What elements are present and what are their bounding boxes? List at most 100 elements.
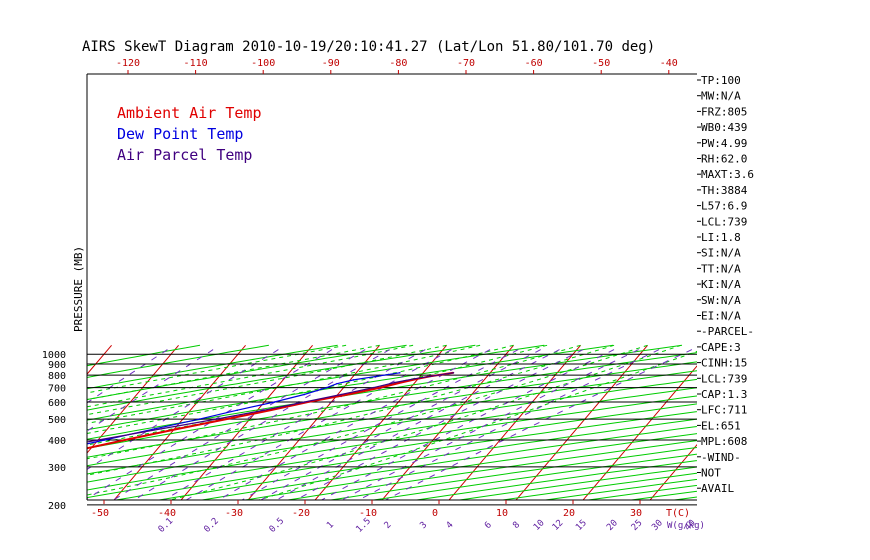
dry-adiabat-line	[87, 378, 697, 475]
bottom-temp-unit: T(C)	[666, 508, 690, 519]
moist-adiabat-line	[87, 344, 481, 424]
moist-adiabat-line	[87, 344, 414, 408]
mixing-ratio-line	[241, 349, 519, 500]
chart-title: AIRS SkewT Diagram 2010-10-19/20:10:41.2…	[82, 39, 655, 55]
air-parcel-temp-point	[340, 393, 342, 396]
index-entry: -WIND-	[701, 451, 741, 464]
pressure-tick-label: 1000	[42, 350, 66, 361]
index-entry: CAPE:3	[701, 341, 741, 354]
mixing-ratio-line	[357, 349, 660, 500]
dew-point-temp-point	[236, 409, 239, 412]
bottom-temp-tick-label: -50	[91, 508, 109, 519]
isotherm-line	[180, 344, 313, 500]
mixing-ratio-label: 0.5	[268, 516, 287, 535]
isotherm-line	[582, 365, 697, 500]
index-entry: TH:3884	[701, 184, 748, 197]
ambient-air-temp-point	[379, 386, 382, 389]
ambient-air-temp-point	[347, 393, 349, 396]
air-parcel-temp-point	[215, 418, 218, 420]
top-temp-tick-label: -80	[389, 58, 407, 69]
y-axis-label: PRESSURE (MB)	[72, 246, 85, 332]
air-parcel-temp-point	[429, 375, 432, 378]
top-temp-tick-label: -50	[592, 58, 610, 69]
dew-point-temp-point	[375, 375, 378, 378]
index-entry: EL:651	[701, 419, 741, 432]
pressure-tick-label: 500	[48, 415, 66, 426]
mixing-ratio-line	[87, 349, 168, 404]
ambient-air-temp-point	[124, 439, 126, 441]
index-entry: L57:6.9	[701, 200, 747, 213]
index-entry: KI:N/A	[701, 278, 741, 291]
mixing-ratio-label: 8	[511, 520, 522, 531]
index-entry: TT:N/A	[701, 262, 741, 275]
index-entry: TP:100	[701, 74, 741, 87]
mixing-ratio-label: 3	[418, 520, 429, 531]
grid-lines	[87, 344, 697, 500]
air-parcel-temp-point	[303, 401, 306, 403]
legend-air-parcel-temp: Air Parcel Temp	[117, 146, 252, 164]
mixing-ratio-label: 2	[383, 520, 394, 531]
bottom-temp-tick-label: 20	[563, 508, 575, 519]
dew-point-temp-point	[303, 393, 306, 396]
dry-adiabat-line	[87, 395, 697, 491]
dry-adiabat-line	[499, 472, 697, 500]
ambient-air-temp-line	[87, 371, 454, 450]
moist-adiabat-line	[87, 344, 347, 394]
mixing-ratio-label: 6	[483, 520, 494, 531]
dry-adiabat-line	[87, 344, 201, 367]
dry-adiabat-line	[87, 344, 269, 378]
dew-point-temp-point	[104, 439, 106, 441]
mixing-ratio-unit: W(g/kg)	[667, 521, 705, 531]
ambient-air-temp-point	[270, 409, 272, 412]
air-parcel-temp-point	[263, 409, 265, 412]
mixing-ratio-label: 4	[445, 520, 456, 531]
index-entry: RH:62.0	[701, 153, 747, 166]
mixing-ratio-line	[275, 349, 560, 500]
mixing-ratio-line	[320, 349, 615, 500]
top-temp-tick-label: -120	[116, 58, 140, 69]
pressure-tick-label: 600	[48, 398, 66, 409]
dry-adiabat-line	[87, 344, 476, 411]
moist-adiabat-line	[87, 344, 648, 496]
top-temp-tick-label: -40	[660, 58, 678, 69]
dry-adiabat-line	[542, 478, 697, 500]
isotherm-line	[113, 344, 246, 500]
legend-ambient-air-temp: Ambient Air Temp	[117, 104, 262, 122]
dry-adiabat-line	[87, 344, 407, 401]
ambient-air-temp-point	[177, 428, 179, 430]
air-parcel-temp-line	[87, 372, 454, 443]
dry-adiabat-line	[87, 344, 614, 431]
mixing-ratio-label: 1.5	[354, 516, 373, 535]
moist-adiabat-line	[257, 350, 697, 500]
index-entry: LI:1.8	[701, 231, 741, 244]
dew-point-temp-point	[198, 418, 201, 420]
dew-point-temp-point	[47, 452, 49, 454]
air-parcel-temp-point	[394, 381, 396, 384]
stability-indices: TP:100 MW:N/A FRZ:805 WB0:439 PW:4.99 RH:62.0…	[697, 74, 754, 495]
index-entry: MAXT:3.6	[701, 168, 754, 181]
isotherm-line	[381, 344, 514, 500]
bottom-temp-tick-label: -30	[225, 508, 243, 519]
bottom-temp-tick-label: -10	[359, 508, 377, 519]
bottom-temp-tick-label: 0	[432, 508, 438, 519]
mixing-ratio-line	[259, 349, 541, 500]
bottom-temp-tick-label: -40	[158, 508, 176, 519]
mixing-ratio-label: 15	[574, 518, 589, 533]
isotherm-line	[448, 344, 581, 500]
index-entry: EI:N/A	[701, 310, 741, 323]
dew-point-temp-point	[326, 386, 328, 389]
moist-adiabat-line	[87, 344, 514, 434]
dry-adiabat-line	[456, 466, 697, 500]
pressure-tick-label: 800	[48, 371, 66, 382]
index-entry: CAP:1.3	[701, 388, 747, 401]
bottom-temp-tick-label: -20	[292, 508, 310, 519]
dry-adiabat-line	[87, 344, 338, 390]
bottom-temp-tick-label: 10	[496, 508, 508, 519]
dry-adiabat-line	[285, 440, 697, 500]
dry-adiabat-line	[87, 370, 697, 467]
dew-point-temp-point	[352, 379, 355, 381]
top-temp-tick-label: -100	[251, 58, 275, 69]
dry-adiabat-line	[585, 484, 697, 500]
pressure-tick-label: 900	[48, 360, 66, 371]
index-entry: AVAIL	[701, 482, 734, 495]
